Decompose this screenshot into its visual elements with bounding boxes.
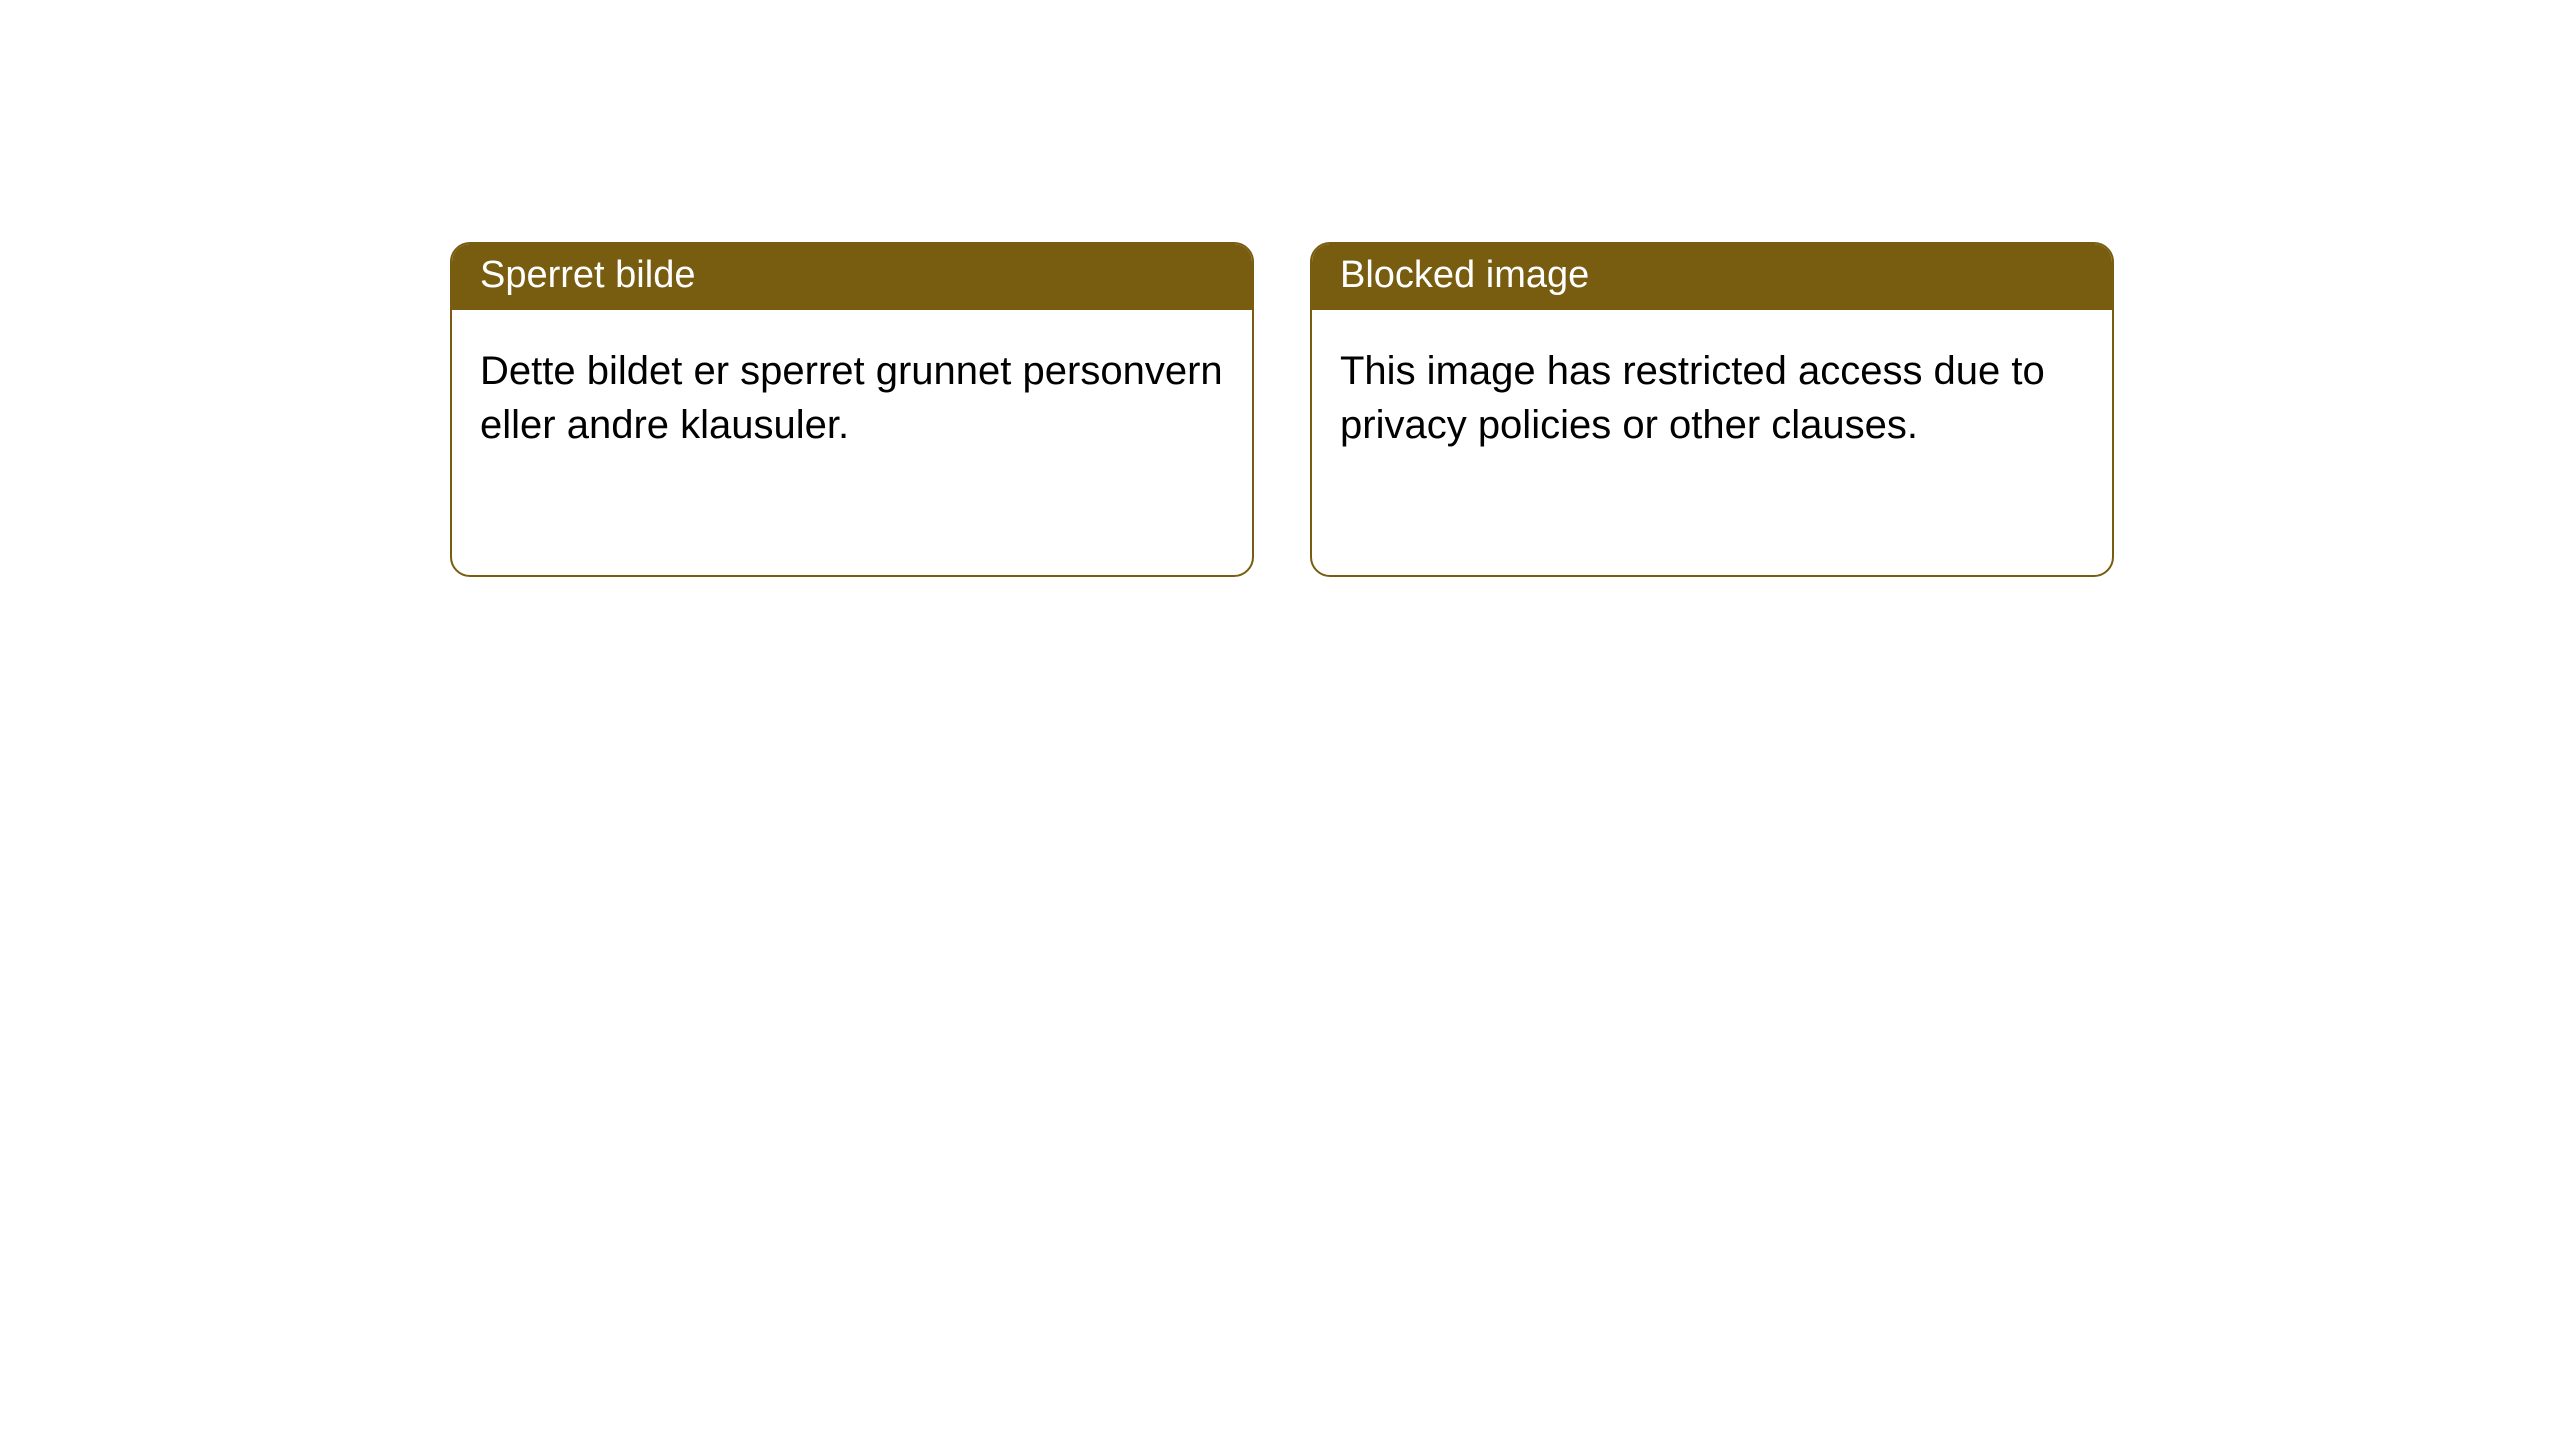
notice-card-english: Blocked image This image has restricted …	[1310, 242, 2114, 577]
card-header: Blocked image	[1312, 244, 2112, 310]
notice-card-norwegian: Sperret bilde Dette bildet er sperret gr…	[450, 242, 1254, 577]
card-body: This image has restricted access due to …	[1312, 310, 2112, 480]
notice-container: Sperret bilde Dette bildet er sperret gr…	[0, 0, 2560, 577]
card-header: Sperret bilde	[452, 244, 1252, 310]
card-body: Dette bildet er sperret grunnet personve…	[452, 310, 1252, 480]
